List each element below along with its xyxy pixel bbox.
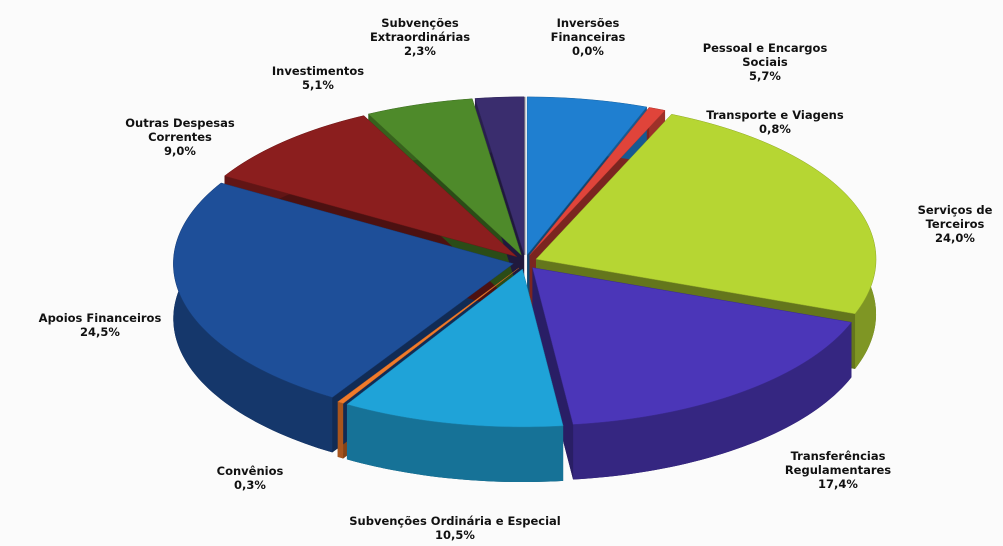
slice-side: [337, 401, 344, 459]
category-name: Subvenções Ordinária e Especial: [349, 514, 561, 528]
slice-label: Apoios Financeiros 24,5%: [25, 311, 175, 339]
slice-label: Investimentos 5,1%: [258, 64, 378, 92]
slice: [474, 96, 525, 255]
slice-label: Convênios 0,3%: [205, 464, 295, 492]
value-label: 2,3%: [404, 44, 436, 58]
slice-label: Inversões Financeiras 0,0%: [533, 16, 643, 58]
value-label: 24,5%: [80, 325, 120, 339]
category-name: Pessoal e Encargos Sociais: [702, 41, 828, 69]
slice: [529, 107, 666, 256]
value-label: 0,0%: [572, 44, 604, 58]
category-name: Subvenções Extraordinárias: [369, 16, 471, 44]
category-name: Outras Despesas Correntes: [125, 116, 235, 144]
value-label: 5,7%: [749, 69, 781, 83]
value-label: 17,4%: [818, 477, 858, 491]
slice-side: [573, 322, 852, 480]
category-name: Convênios: [216, 464, 284, 478]
category-name: Serviços de Terceiros: [917, 203, 993, 231]
slice-label: Subvenções Ordinária e Especial 10,5%: [325, 514, 585, 542]
slice-side: [346, 404, 564, 483]
slice-label: Transporte e Viagens 0,8%: [695, 108, 855, 136]
category-name: Inversões Financeiras: [550, 16, 626, 44]
slice: [526, 96, 648, 256]
value-label: 0,3%: [234, 478, 266, 492]
value-label: 0,8%: [759, 122, 791, 136]
value-label: 24,0%: [935, 231, 975, 245]
value-label: 10,5%: [435, 528, 475, 542]
category-name: Transferências Regulamentares: [784, 449, 892, 477]
slice-label: Outras Despesas Correntes 9,0%: [110, 116, 250, 158]
slice-side: [173, 182, 333, 453]
slice-label: Serviços de Terceiros 24,0%: [908, 203, 1003, 245]
slice-label: Subvenções Extraordinárias 2,3%: [355, 16, 485, 58]
slice-label: Pessoal e Encargos Sociais 5,7%: [690, 41, 840, 83]
category-name: Transporte e Viagens: [706, 108, 844, 122]
slice: [535, 113, 877, 315]
value-label: 5,1%: [302, 78, 334, 92]
slice: [173, 182, 514, 398]
category-name: Apoios Financeiros: [38, 311, 162, 325]
slice-label: Transferências Regulamentares 17,4%: [763, 449, 913, 491]
slice: [532, 267, 852, 425]
slice: [346, 268, 564, 428]
slice: [223, 115, 517, 257]
value-label: 9,0%: [164, 144, 196, 158]
slice: [337, 267, 519, 404]
slice: [367, 98, 522, 256]
category-name: Investimentos: [271, 64, 365, 78]
